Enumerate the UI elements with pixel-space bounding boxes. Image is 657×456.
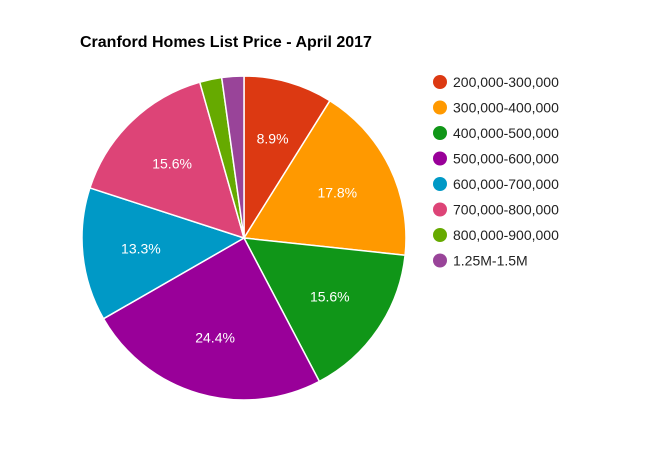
legend-swatch-0 [433, 75, 447, 89]
slice-label-0: 8.9% [257, 130, 289, 146]
legend-swatch-4 [433, 177, 447, 191]
legend-label-2: 400,000-500,000 [453, 125, 559, 141]
chart-title: Cranford Homes List Price - April 2017 [80, 34, 372, 51]
legend-item-7[interactable]: 1.25M-1.5M [433, 253, 528, 269]
slice-label-2: 15.6% [310, 288, 350, 304]
legend-swatch-3 [433, 151, 447, 166]
legend-item-5[interactable]: 700,000-800,000 [433, 202, 559, 218]
slice-label-4: 13.3% [121, 241, 161, 257]
legend-label-3: 500,000-600,000 [453, 151, 559, 167]
legend-label-6: 800,000-900,000 [453, 227, 559, 243]
pie-slice-0[interactable] [243, 75, 331, 241]
legend-item-2[interactable]: 400,000-500,000 [433, 125, 559, 141]
legend-swatch-7 [433, 253, 447, 268]
pie-slice-4[interactable] [81, 186, 246, 320]
slice-label-3: 24.4% [195, 330, 235, 346]
pie-slice-1[interactable] [242, 99, 407, 257]
legend-swatch-2 [433, 126, 447, 140]
pie-slices [81, 75, 407, 401]
legend-swatch-5 [433, 202, 447, 217]
legend-item-3[interactable]: 500,000-600,000 [433, 151, 559, 167]
legend-item-1[interactable]: 300,000-400,000 [433, 100, 559, 116]
pie-slice-7[interactable] [220, 75, 245, 239]
pie-slice-5[interactable] [88, 81, 246, 240]
legend-label-7: 1.25M-1.5M [453, 253, 528, 269]
legend-label-0: 200,000-300,000 [453, 74, 559, 90]
legend-item-4[interactable]: 600,000-700,000 [433, 176, 559, 192]
legend-swatch-1 [433, 100, 447, 115]
legend-label-4: 600,000-700,000 [453, 176, 559, 192]
pie-slice-labels: 8.9% 17.8% 15.6% 24.4% 13.3% 15.6% [121, 130, 357, 345]
legend: 200,000-300,000 300,000-400,000 400,000-50… [433, 74, 559, 269]
slice-label-1: 17.8% [317, 185, 357, 201]
legend-swatch-6 [433, 228, 447, 242]
slice-label-5: 15.6% [152, 155, 192, 171]
legend-item-0[interactable]: 200,000-300,000 [433, 74, 559, 90]
pie-slice-3[interactable] [102, 236, 321, 401]
pie-slice-2[interactable] [242, 237, 406, 383]
legend-label-5: 700,000-800,000 [453, 202, 559, 218]
legend-item-6[interactable]: 800,000-900,000 [433, 227, 559, 243]
legend-label-1: 300,000-400,000 [453, 100, 559, 116]
